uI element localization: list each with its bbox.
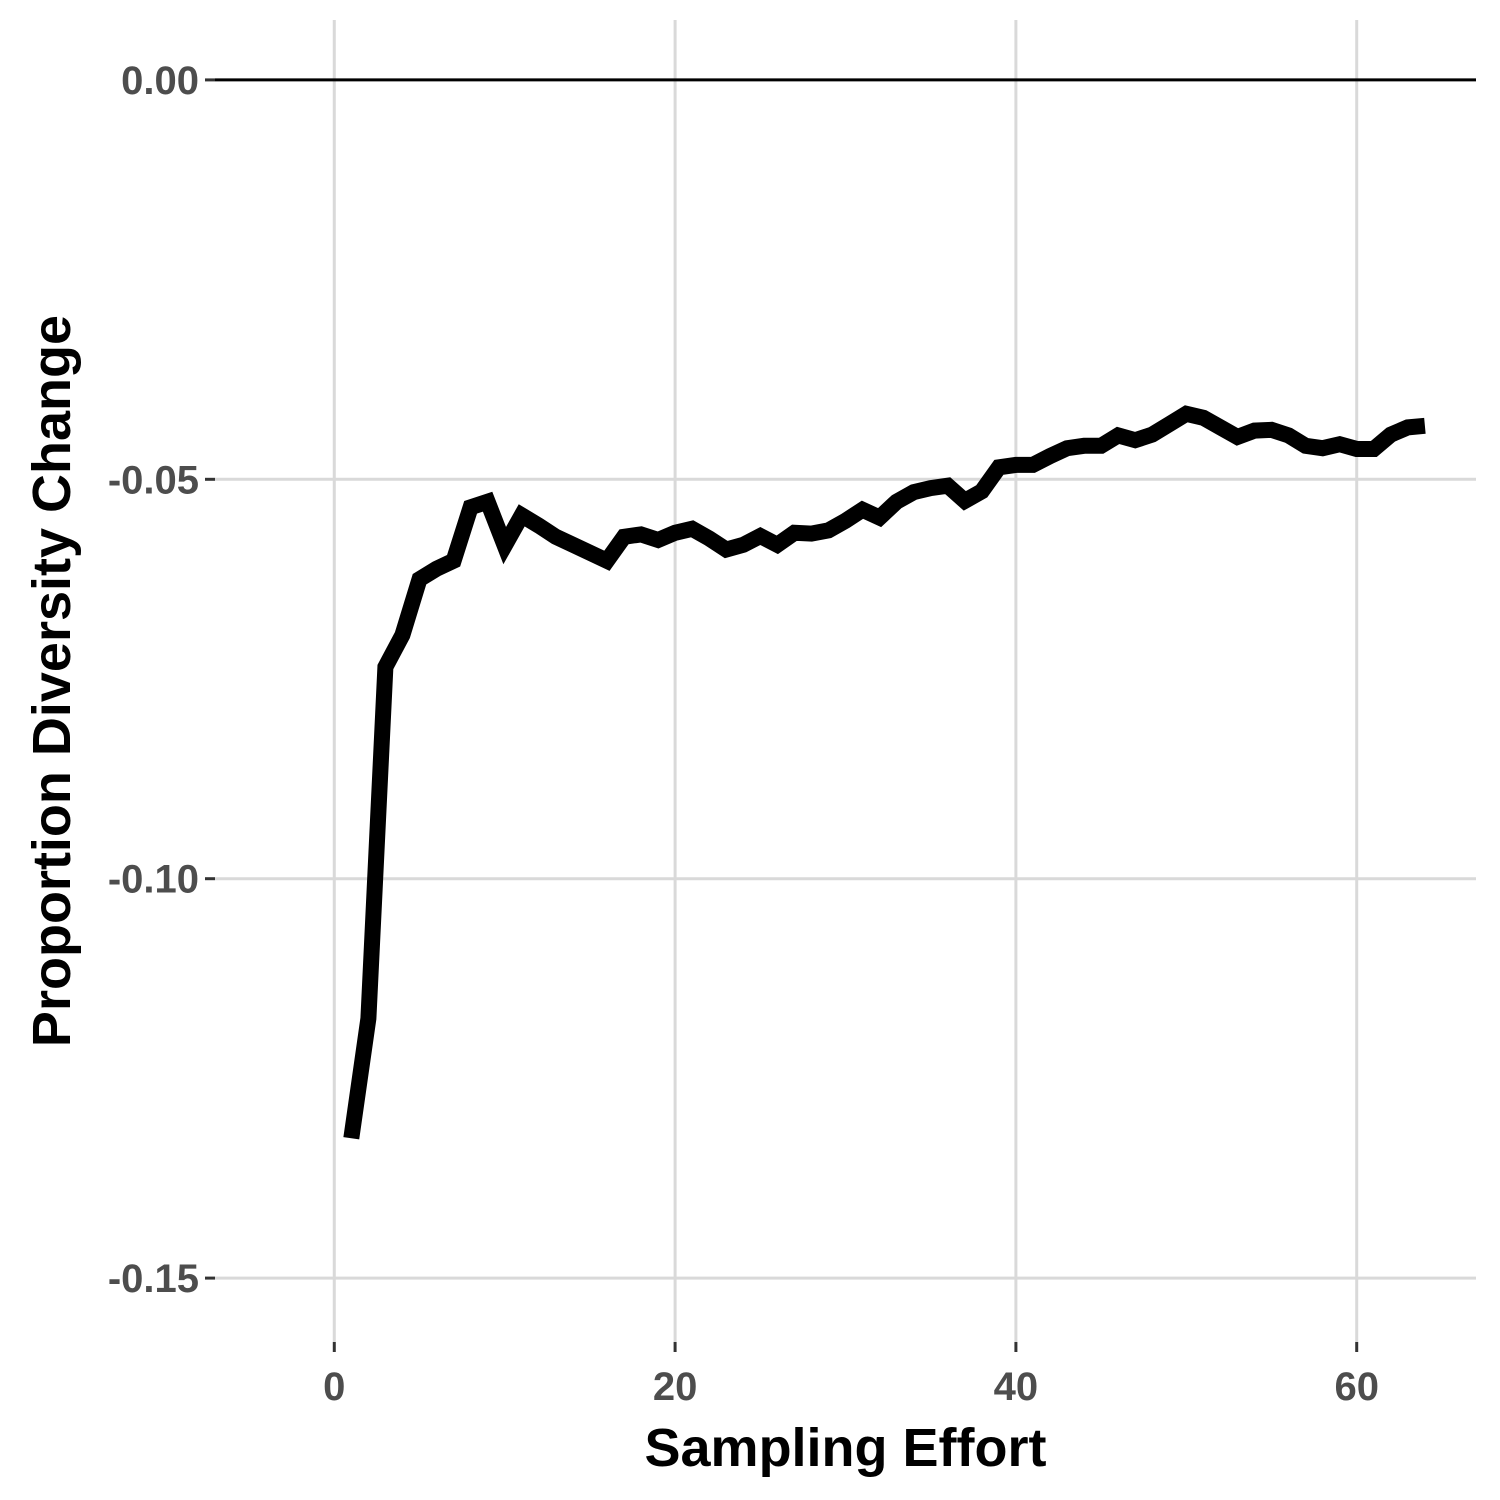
x-tick-label: 20 (653, 1365, 698, 1409)
y-tick-label: 0.00 (121, 59, 199, 103)
grid (215, 20, 1476, 1342)
y-tick-label: -0.10 (108, 858, 199, 902)
y-tick-label: -0.05 (108, 458, 199, 502)
axis-ticks: 0 20 40 60 0.00 -0.05 -0.10 -0.15 (108, 59, 1379, 1409)
y-tick-label: -0.15 (108, 1257, 199, 1301)
x-tick-label: 60 (1334, 1365, 1379, 1409)
x-tick-label: 40 (994, 1365, 1039, 1409)
y-axis-title: Proportion Diversity Change (22, 315, 82, 1047)
x-tick-label: 0 (323, 1365, 345, 1409)
x-axis-title: Sampling Effort (645, 1418, 1047, 1478)
series-layer (343, 405, 1426, 1140)
series-line (343, 405, 1426, 1140)
